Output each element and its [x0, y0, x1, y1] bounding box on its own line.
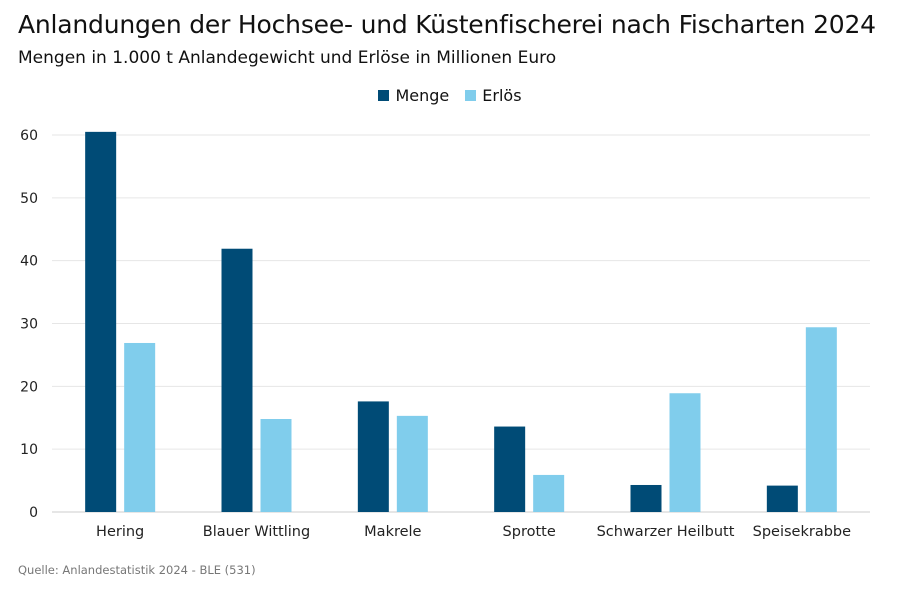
- y-tick-label: 20: [20, 379, 38, 395]
- bar-erloes: [260, 419, 292, 512]
- bar-menge: [766, 485, 798, 512]
- x-tick-label: Speisekrabbe: [753, 524, 851, 540]
- x-tick-label: Blauer Wittling: [203, 524, 310, 540]
- bar-menge: [357, 401, 389, 512]
- chart-subtitle: Mengen in 1.000 t Anlandegewicht und Erl…: [18, 48, 557, 68]
- legend-item-erloes: Erlös: [465, 86, 522, 105]
- legend-swatch-menge: [378, 90, 390, 101]
- x-tick-label: Schwarzer Heilbutt: [597, 524, 735, 540]
- y-tick-label: 60: [20, 128, 38, 144]
- y-tick-label: 10: [20, 442, 38, 458]
- bar-menge: [221, 248, 253, 512]
- x-tick-label: Hering: [96, 524, 144, 540]
- legend-item-menge: Menge: [378, 86, 449, 105]
- legend-swatch-erloes: [465, 90, 477, 101]
- y-tick-label: 40: [20, 254, 38, 270]
- bar-erloes: [533, 474, 565, 512]
- y-tick-label: 50: [20, 191, 38, 207]
- source-note: Quelle: Anlandestatistik 2024 - BLE (531…: [18, 563, 256, 577]
- bar-menge: [630, 484, 662, 512]
- bar-erloes: [805, 327, 837, 512]
- x-tick-label: Makrele: [364, 524, 421, 540]
- legend-label-erloes: Erlös: [482, 86, 522, 105]
- x-tick-label: Sprotte: [503, 524, 556, 540]
- chart-title: Anlandungen der Hochsee- und Küstenfisch…: [18, 10, 876, 39]
- bar-erloes: [669, 393, 701, 512]
- bar-menge: [85, 131, 117, 512]
- y-tick-label: 30: [20, 317, 38, 333]
- legend-label-menge: Menge: [395, 86, 450, 105]
- bar-menge: [494, 426, 526, 512]
- legend: Menge Erlös: [0, 86, 900, 105]
- y-tick-label: 0: [29, 505, 38, 521]
- bar-erloes: [124, 342, 156, 512]
- bar-erloes: [396, 415, 428, 512]
